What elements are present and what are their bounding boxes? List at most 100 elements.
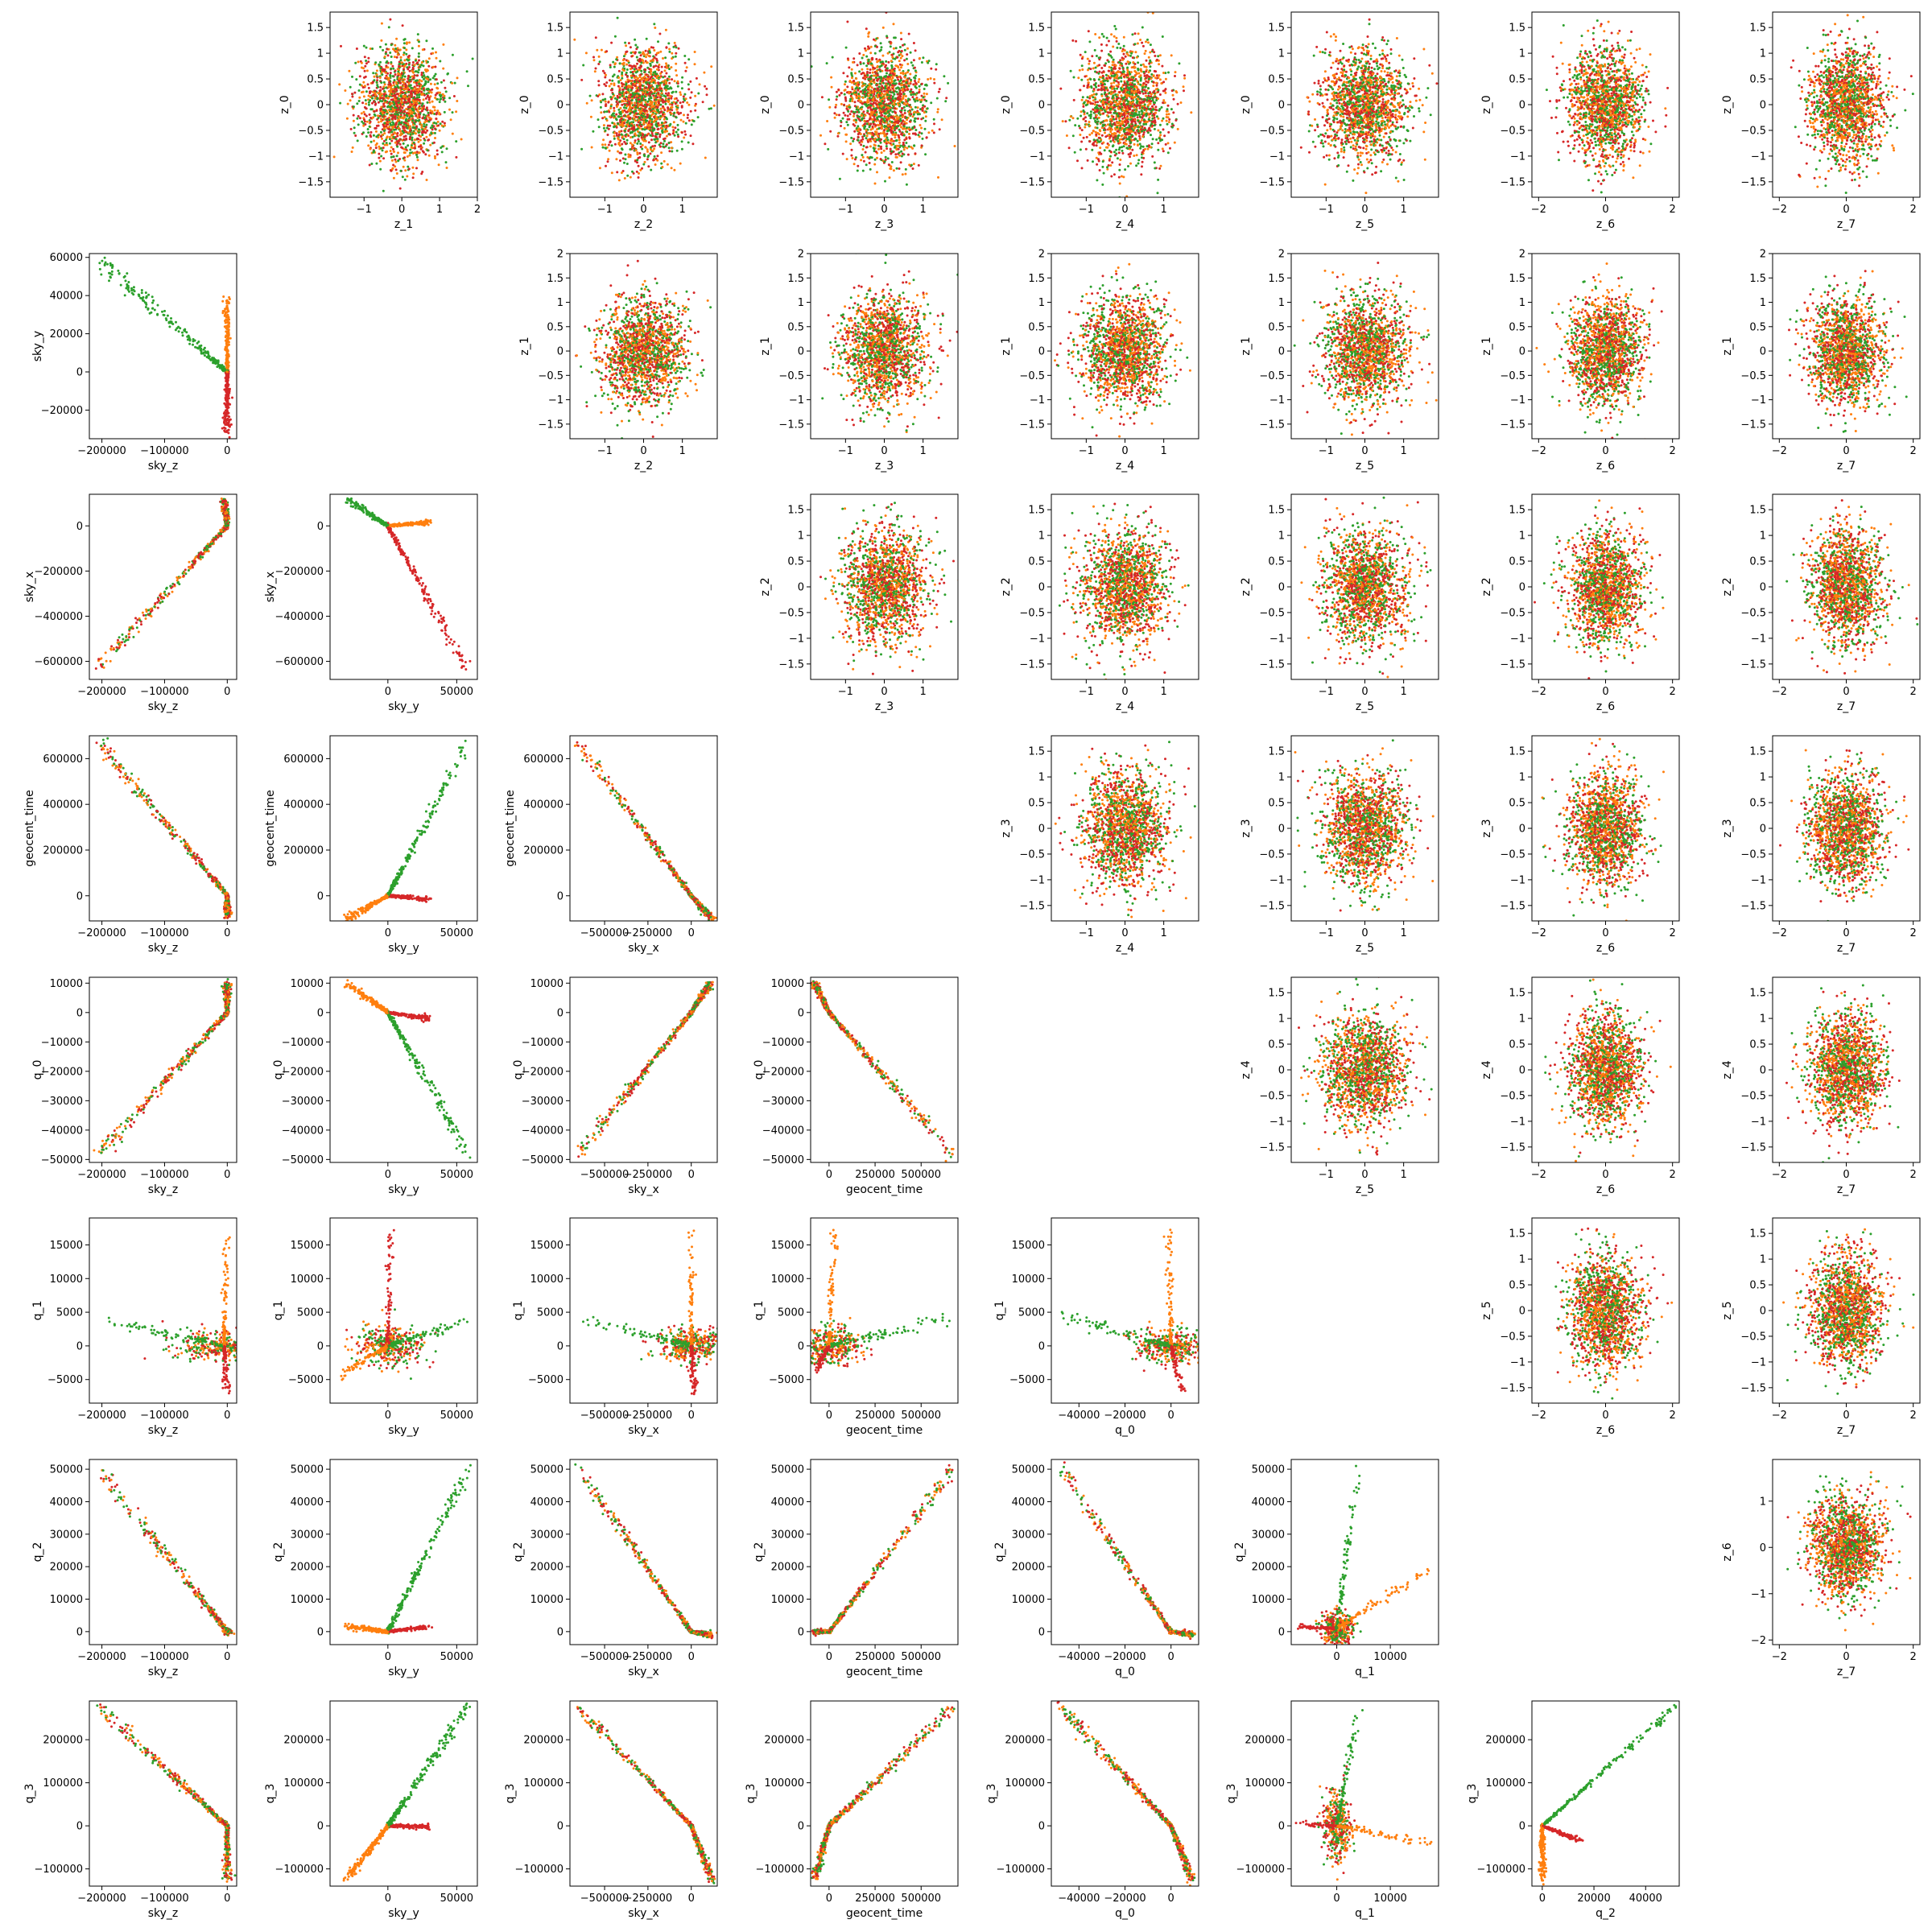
scatter-point [871, 86, 873, 89]
scatter-point [861, 108, 863, 110]
scatter-point [415, 60, 417, 62]
scatter-point [880, 105, 882, 108]
scatter-point [371, 82, 374, 85]
scatter-point [848, 118, 850, 121]
scatter-point [634, 142, 636, 144]
scatter-point [887, 61, 890, 64]
scatter-point [398, 127, 400, 130]
scatter-point [369, 148, 372, 151]
scatter-point [826, 62, 828, 64]
scatter-point [619, 124, 621, 126]
scatter-point [910, 146, 912, 148]
scatter-point [621, 125, 624, 127]
scatter-point [847, 57, 849, 60]
scatter-point [658, 136, 661, 138]
scatter-point [914, 93, 916, 96]
scatter-point [421, 109, 423, 112]
scatter-point [395, 97, 398, 99]
scatter-point [930, 77, 932, 80]
scatter-point [865, 147, 868, 149]
scatter-point [871, 109, 873, 111]
scatter-point [621, 135, 624, 138]
scatter-point [416, 74, 419, 76]
scatter-point [704, 85, 706, 88]
scatter-point [860, 143, 862, 146]
scatter-point [592, 130, 594, 133]
scatter-point [935, 63, 938, 65]
scatter-point [434, 155, 436, 158]
scatter-point [441, 145, 444, 147]
scatter-point [636, 124, 638, 126]
scatter-point [419, 151, 421, 154]
scatter-point [651, 113, 654, 115]
scatter-point [645, 109, 647, 112]
scatter-point [637, 89, 639, 91]
scatter-point [860, 159, 862, 161]
scatter-point [869, 97, 871, 99]
scatter-point [629, 113, 631, 115]
scatter-point [663, 109, 666, 111]
scatter-point [923, 93, 926, 95]
scatter-point [625, 122, 628, 124]
scatter-point [418, 96, 420, 98]
scatter-point [364, 70, 366, 72]
scatter-point [868, 31, 870, 34]
scatter-point [638, 140, 640, 142]
scatter-point [422, 48, 424, 51]
scatter-point [608, 144, 610, 147]
scatter-point [894, 136, 896, 138]
scatter-point [409, 134, 411, 136]
scatter-point [673, 169, 675, 171]
scatter-point [392, 148, 394, 151]
scatter-point [344, 89, 346, 92]
scatter-point [374, 97, 377, 100]
scatter-point [625, 142, 627, 145]
scatter-point [379, 46, 382, 48]
scatter-point [667, 163, 669, 166]
scatter-point [642, 85, 644, 87]
scatter-point [415, 70, 418, 72]
scatter-point [877, 105, 879, 108]
scatter-point [444, 111, 446, 114]
scatter-point [642, 144, 644, 147]
scatter-point [642, 80, 645, 82]
scatter-point [858, 87, 861, 89]
scatter-point [656, 68, 658, 71]
scatter-point [407, 155, 409, 158]
scatter-point [921, 132, 923, 134]
scatter-point [857, 170, 859, 172]
scatter-point [881, 60, 884, 63]
scatter-point [402, 68, 405, 70]
scatter-point [846, 158, 848, 160]
scatter-point [667, 94, 669, 97]
scatter-point [390, 147, 393, 149]
scatter-point [630, 102, 633, 105]
scatter-point [645, 200, 647, 202]
scatter-point [903, 59, 906, 61]
scatter-point [894, 153, 897, 155]
scatter-point [444, 101, 446, 103]
scatter-point [398, 77, 400, 80]
scatter-point [880, 114, 882, 117]
scatter-point [376, 69, 378, 72]
scatter-point [652, 87, 654, 89]
scatter-point [395, 113, 398, 115]
scatter-point [385, 61, 387, 64]
scatter-point [893, 23, 895, 25]
scatter-point [899, 46, 902, 48]
scatter-point [917, 134, 919, 136]
scatter-point [890, 148, 892, 151]
scatter-point [408, 127, 411, 130]
scatter-point [675, 131, 678, 134]
scatter-point [399, 143, 402, 146]
scatter-point [848, 92, 850, 94]
scatter-point [919, 57, 921, 60]
scatter-point [914, 101, 916, 103]
scatter-point [414, 147, 416, 149]
scatter-point [643, 54, 646, 56]
scatter-point [621, 92, 623, 94]
scatter-point [710, 65, 712, 68]
scatter-point [901, 155, 903, 158]
scatter-point [395, 50, 398, 52]
scatter-point [631, 171, 634, 173]
